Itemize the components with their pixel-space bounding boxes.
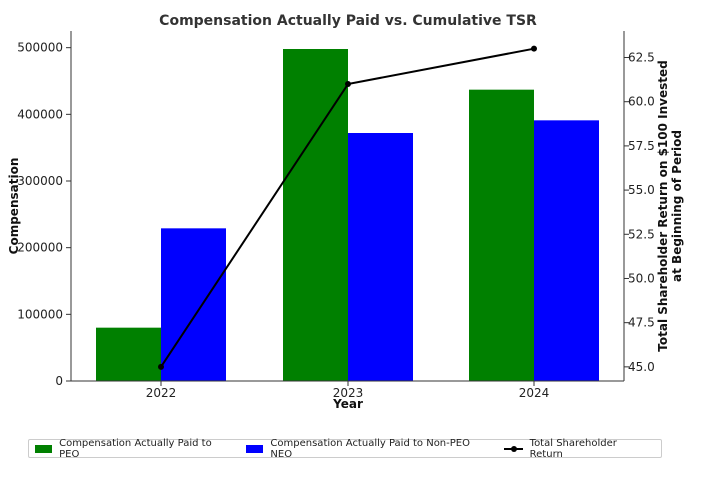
x-axis-label: Year (332, 397, 363, 411)
tsr-point-2022 (158, 363, 164, 370)
bar-non-peo-2023 (348, 133, 413, 381)
ticks-layer: 0 100000 200000 300000 400000 500000 45.0 47.5 5… (17, 41, 655, 400)
bar-peo-2024 (469, 89, 534, 382)
y-tick-label: 100000 (17, 307, 63, 321)
legend-item-peo: Compensation Actually Paid to PEO (35, 438, 226, 460)
tsr-point-2024 (531, 45, 537, 52)
legend-swatch-tsr (503, 445, 523, 453)
legend-swatch-non-peo (246, 444, 264, 453)
bar-peo-2023 (283, 49, 348, 381)
bar-peo-2022 (96, 327, 161, 381)
x-tick-label-2023: 2023 (333, 386, 364, 400)
y2-tick-label: 47.5 (628, 316, 655, 330)
y2-tick-label: 50.0 (628, 271, 655, 285)
chart-title: Compensation Actually Paid vs. Cumulativ… (159, 13, 537, 29)
y2-tick-label: 57.5 (628, 139, 655, 153)
y-axis-label: Compensation (7, 158, 21, 255)
tsr-line-layer (158, 45, 537, 370)
x-tick-label-2024: 2024 (519, 386, 550, 400)
chart-legend: Compensation Actually Paid to PEO Compen… (28, 437, 662, 460)
y-tick-label: 200000 (17, 241, 63, 255)
y2-tick-label: 60.0 (628, 95, 655, 109)
bar-non-peo-2022 (161, 228, 226, 381)
y2-axis-label-line2: at Beginning of Period (670, 130, 684, 282)
legend-item-tsr: Total Shareholder Return (503, 437, 647, 460)
y2-tick-label: 62.5 (628, 51, 655, 65)
y2-tick-label: 55.0 (628, 183, 655, 197)
y-tick-label: 300000 (17, 174, 63, 188)
tsr-point-2023 (345, 81, 351, 88)
y2-tick-label: 52.5 (628, 227, 655, 241)
y-tick-label: 400000 (17, 107, 63, 121)
x-tick-label-2022: 2022 (146, 386, 177, 400)
y2-tick-label: 45.0 (628, 360, 655, 374)
legend-label-non-peo: Compensation Actually Paid to Non-PEO NE… (270, 437, 470, 460)
legend-item-non-peo: Compensation Actually Paid to Non-PEO NE… (246, 438, 483, 460)
bars-layer (96, 49, 599, 382)
legend-label-tsr: Total Shareholder Return (529, 437, 617, 460)
legend-label-peo: Compensation Actually Paid to PEO (59, 437, 212, 460)
y-tick-label: 0 (55, 374, 63, 388)
y-tick-label: 500000 (17, 41, 63, 55)
bar-non-peo-2024 (534, 120, 599, 381)
y2-axis-label-line1: Total Shareholder Return on $100 Investe… (656, 60, 670, 351)
legend-swatch-peo (35, 444, 53, 453)
